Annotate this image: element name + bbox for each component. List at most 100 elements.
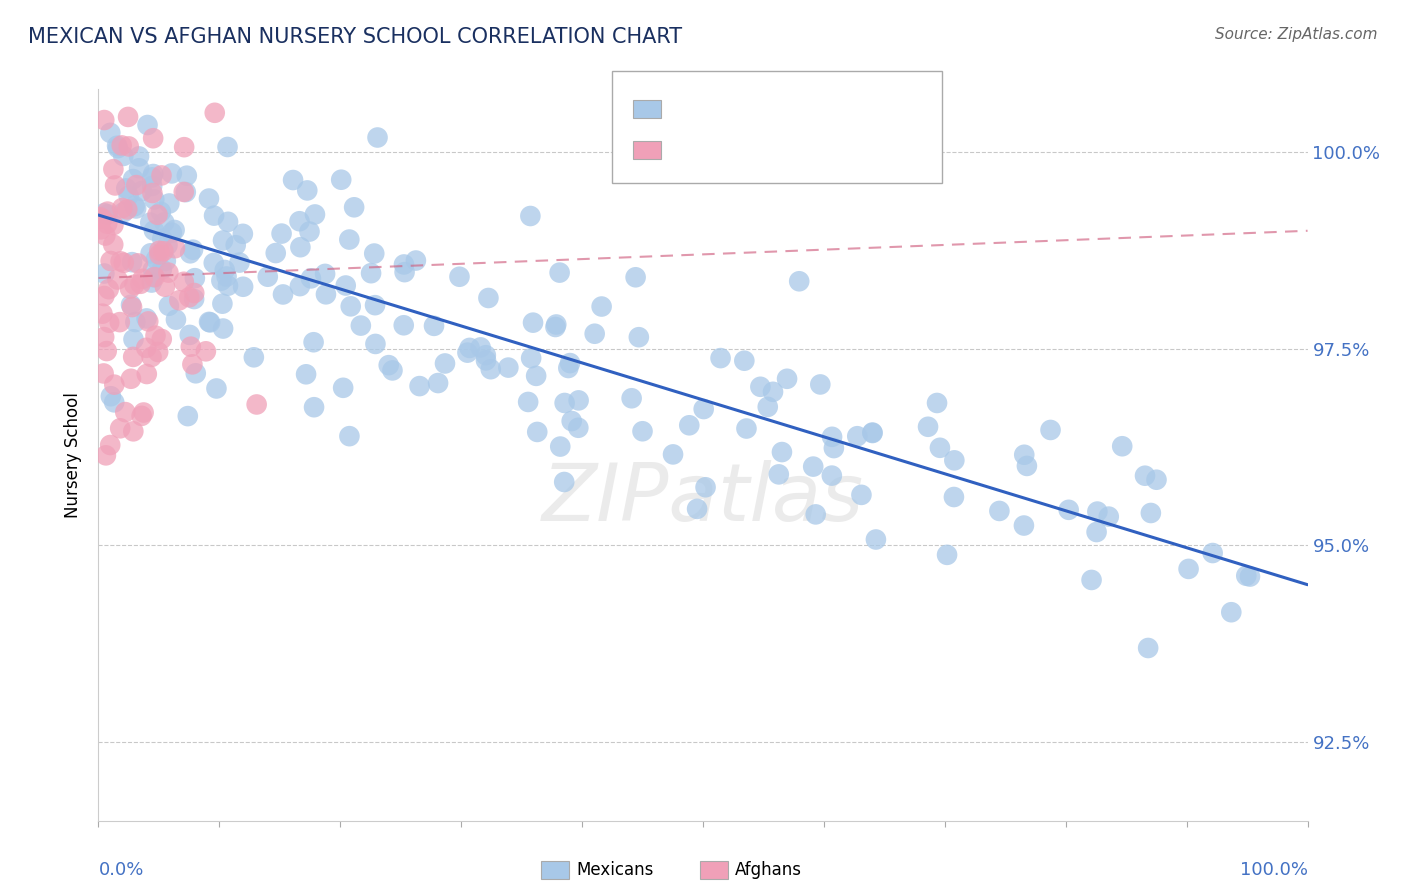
Point — [568, 393, 591, 408]
Point — [93, 367, 115, 381]
Point — [142, 270, 165, 285]
Point — [103, 377, 125, 392]
Point — [860, 425, 883, 440]
Point — [128, 161, 150, 176]
Point — [117, 188, 139, 202]
Point — [153, 279, 176, 293]
Point — [1220, 605, 1243, 619]
Point — [152, 244, 174, 259]
Point — [381, 363, 404, 377]
Point — [131, 272, 153, 286]
Point — [256, 269, 278, 284]
Point — [686, 501, 709, 516]
Point — [121, 255, 143, 269]
Point — [620, 391, 643, 405]
Point — [433, 356, 456, 370]
Point — [93, 267, 115, 281]
Point — [557, 361, 579, 376]
Point — [108, 421, 131, 435]
Point — [1015, 458, 1038, 473]
Point — [246, 397, 269, 411]
Point — [181, 357, 204, 371]
Point — [89, 211, 111, 225]
Point — [205, 382, 228, 396]
Text: ZIPatlas: ZIPatlas — [541, 459, 865, 538]
Point — [160, 166, 183, 180]
Point — [107, 272, 129, 286]
Point — [988, 504, 1011, 518]
Point — [851, 488, 873, 502]
Point — [554, 396, 576, 410]
Point — [121, 300, 143, 314]
Point — [1146, 473, 1168, 487]
Point — [517, 395, 540, 409]
Point — [936, 548, 959, 562]
Point — [298, 225, 321, 239]
Point — [141, 350, 163, 364]
Text: Source: ZipAtlas.com: Source: ZipAtlas.com — [1215, 27, 1378, 42]
Point — [498, 360, 520, 375]
Point — [124, 199, 146, 213]
Point — [392, 318, 415, 333]
Point — [367, 130, 389, 145]
Point — [315, 287, 337, 301]
Point — [288, 214, 311, 228]
Point — [1098, 509, 1121, 524]
Point — [1085, 505, 1108, 519]
Point — [232, 279, 254, 293]
Point — [184, 271, 207, 285]
Point — [427, 376, 450, 390]
Point — [295, 368, 318, 382]
Point — [173, 275, 195, 289]
Point — [1057, 503, 1080, 517]
Point — [169, 293, 191, 308]
Y-axis label: Nursery School: Nursery School — [65, 392, 83, 518]
Point — [917, 419, 939, 434]
Point — [264, 246, 287, 260]
Point — [165, 312, 187, 326]
Point — [98, 316, 121, 330]
Point — [173, 140, 195, 154]
Point — [174, 185, 197, 199]
Point — [364, 337, 387, 351]
Point — [198, 315, 221, 329]
Point — [558, 356, 581, 370]
Text: R =: R = — [672, 141, 717, 159]
Point — [103, 395, 125, 409]
Point — [314, 267, 336, 281]
Point — [96, 344, 118, 359]
Point — [148, 244, 170, 258]
Point — [204, 105, 226, 120]
Point — [762, 384, 785, 399]
Point — [631, 424, 654, 438]
Point — [217, 215, 239, 229]
Point — [136, 314, 159, 328]
Point — [142, 262, 165, 277]
Point — [202, 209, 225, 223]
Point — [209, 274, 232, 288]
Point — [181, 243, 204, 257]
Point — [141, 276, 163, 290]
Point — [544, 320, 567, 334]
Point — [135, 367, 157, 381]
Point — [808, 377, 831, 392]
Point — [143, 270, 166, 285]
Point — [1140, 506, 1163, 520]
Point — [94, 448, 117, 462]
Point — [733, 353, 755, 368]
Point — [125, 178, 148, 193]
Point — [139, 246, 162, 260]
Point — [131, 409, 153, 423]
Point — [141, 186, 163, 200]
Point — [141, 178, 163, 193]
Point — [104, 178, 127, 193]
Point — [135, 311, 157, 326]
Point — [183, 285, 205, 300]
Point — [846, 429, 869, 443]
Point — [942, 490, 965, 504]
Point — [183, 292, 205, 306]
Point — [297, 183, 319, 197]
Point — [865, 533, 887, 547]
Point — [678, 418, 700, 433]
Point — [1012, 448, 1035, 462]
